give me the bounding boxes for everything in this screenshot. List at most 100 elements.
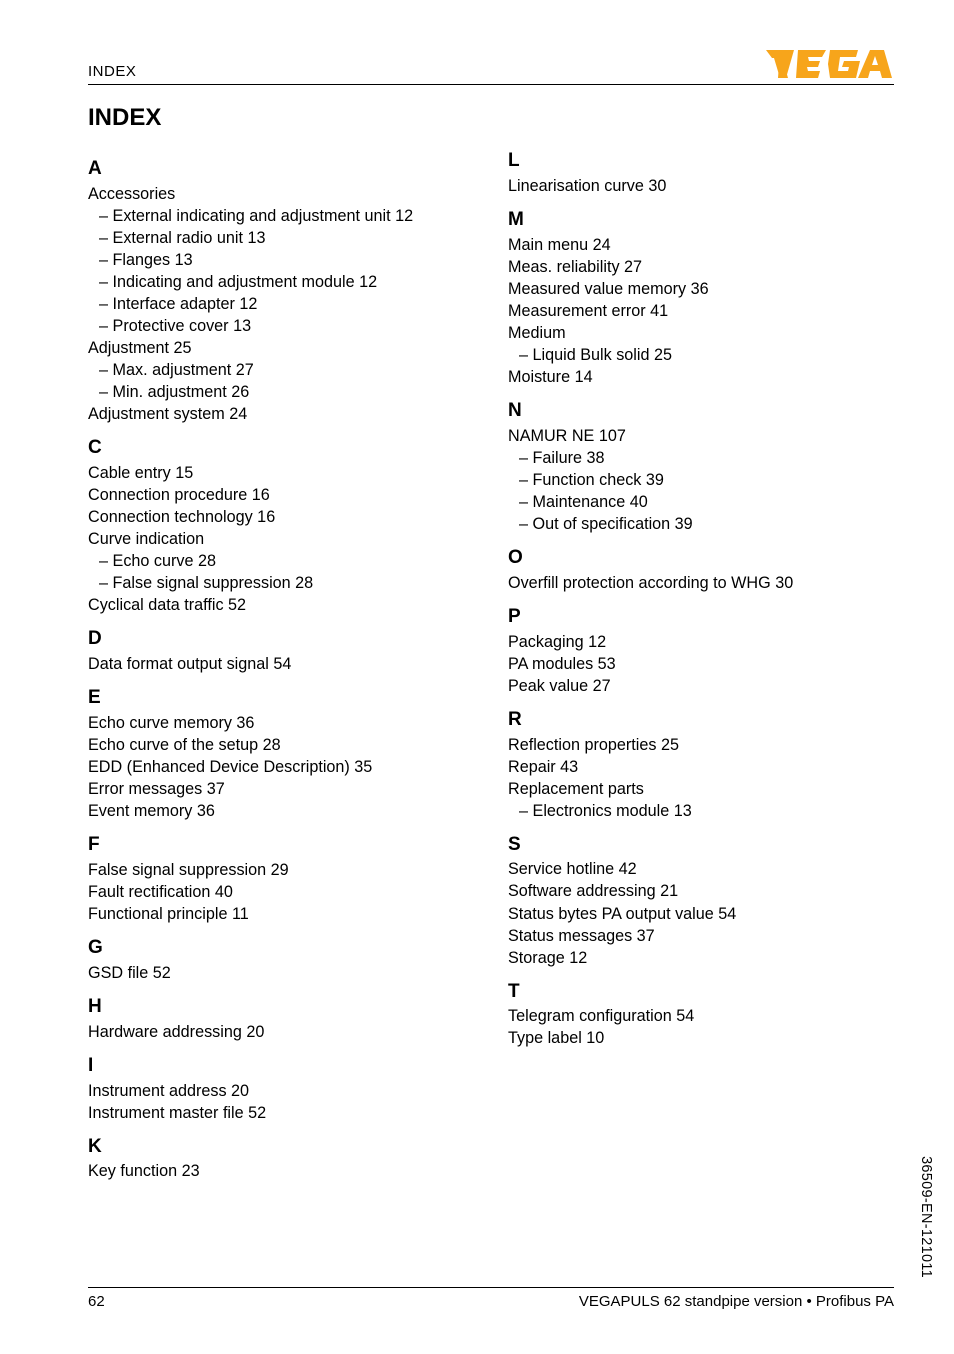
index-entry: Main menu 24 [508,234,894,256]
index-subentry: Interface adapter 12 [88,293,474,315]
index-entry: Event memory 36 [88,800,474,822]
index-entry: Service hotline 42 [508,858,894,880]
index-entry: Connection procedure 16 [88,484,474,506]
index-columns: AAccessoriesExternal indicating and adju… [88,148,894,1234]
index-subentry: External radio unit 13 [88,227,474,249]
index-entry: Status messages 37 [508,925,894,947]
index-section: GGSD file 52 [88,935,474,984]
index-entry: NAMUR NE 107 [508,425,894,447]
index-section: NNAMUR NE 107Failure 38Function check 39… [508,398,894,535]
index-subentry: Electronics module 13 [508,800,894,822]
index-entry: Adjustment 25 [88,337,474,359]
index-letter: T [508,979,894,1005]
index-entry: Moisture 14 [508,366,894,388]
index-letter: H [88,994,474,1020]
index-entry: Replacement parts [508,778,894,800]
index-entry: Connection technology 16 [88,506,474,528]
index-subentry: Out of specification 39 [508,513,894,535]
index-letter: O [508,545,894,571]
index-letter: C [88,435,474,461]
index-entry: PA modules 53 [508,653,894,675]
index-subentry: Liquid Bulk solid 25 [508,344,894,366]
index-letter: K [88,1134,474,1160]
index-letter: M [508,207,894,233]
index-entry: Data format output signal 54 [88,653,474,675]
side-code: 36509-EN-121011 [918,1156,934,1278]
index-entry: GSD file 52 [88,962,474,984]
index-letter: I [88,1053,474,1079]
index-entry: Repair 43 [508,756,894,778]
footer-doc: VEGAPULS 62 standpipe version • Profibus… [579,1293,894,1310]
index-subentry: Max. adjustment 27 [88,359,474,381]
index-entry: Instrument address 20 [88,1080,474,1102]
index-entry: EDD (Enhanced Device Description) 35 [88,756,474,778]
index-entry: Error messages 37 [88,778,474,800]
index-subentry: Flanges 13 [88,249,474,271]
index-entry: Fault rectification 40 [88,881,474,903]
index-letter: A [88,156,474,182]
index-section: MMain menu 24Meas. reliability 27Measure… [508,207,894,388]
index-entry: Instrument master file 52 [88,1102,474,1124]
index-section: IInstrument address 20Instrument master … [88,1053,474,1124]
index-entry: Type label 10 [508,1027,894,1049]
index-entry: Measurement error 41 [508,300,894,322]
index-subentry: Indicating and adjustment module 12 [88,271,474,293]
index-letter: S [508,832,894,858]
index-section: OOverfill protection according to WHG 30 [508,545,894,594]
index-entry: Packaging 12 [508,631,894,653]
index-section: LLinearisation curve 30 [508,148,894,197]
index-letter: D [88,626,474,652]
index-entry: Adjustment system 24 [88,403,474,425]
index-entry: Telegram configuration 54 [508,1005,894,1027]
index-entry: False signal suppression 29 [88,859,474,881]
index-entry: Linearisation curve 30 [508,175,894,197]
index-letter: E [88,685,474,711]
index-entry: Measured value memory 36 [508,278,894,300]
index-section: TTelegram configuration 54Type label 10 [508,979,894,1050]
index-subentry: Failure 38 [508,447,894,469]
index-entry: Functional principle 11 [88,903,474,925]
index-section: PPackaging 12PA modules 53Peak value 27 [508,604,894,697]
index-entry: Reflection properties 25 [508,734,894,756]
index-letter: R [508,707,894,733]
page-title: INDEX [88,104,161,132]
index-section: KKey function 23 [88,1134,474,1183]
index-entry: Software addressing 21 [508,880,894,902]
index-section: FFalse signal suppression 29Fault rectif… [88,832,474,925]
index-subentry: False signal suppression 28 [88,572,474,594]
footer-page: 62 [88,1293,105,1310]
index-entry: Meas. reliability 27 [508,256,894,278]
header-section: INDEX [88,63,136,80]
index-letter: N [508,398,894,424]
index-subentry: Maintenance 40 [508,491,894,513]
index-entry: Status bytes PA output value 54 [508,903,894,925]
index-subentry: External indicating and adjustment unit … [88,205,474,227]
index-entry: Curve indication [88,528,474,550]
index-section: HHardware addressing 20 [88,994,474,1043]
index-section: DData format output signal 54 [88,626,474,675]
index-subentry: Function check 39 [508,469,894,491]
index-subentry: Min. adjustment 26 [88,381,474,403]
index-entry: Cable entry 15 [88,462,474,484]
index-letter: P [508,604,894,630]
index-entry: Echo curve memory 36 [88,712,474,734]
index-entry: Overfill protection according to WHG 30 [508,572,894,594]
vega-logo [764,48,894,80]
index-section: EEcho curve memory 36Echo curve of the s… [88,685,474,822]
index-entry: Medium [508,322,894,344]
index-letter: L [508,148,894,174]
index-letter: G [88,935,474,961]
index-letter: F [88,832,474,858]
index-section: RReflection properties 25Repair 43Replac… [508,707,894,822]
index-entry: Accessories [88,183,474,205]
index-subentry: Echo curve 28 [88,550,474,572]
index-section: CCable entry 15Connection procedure 16Co… [88,435,474,616]
index-entry: Cyclical data traffic 52 [88,594,474,616]
index-entry: Storage 12 [508,947,894,969]
index-entry: Key function 23 [88,1160,474,1182]
index-entry: Peak value 27 [508,675,894,697]
index-subentry: Protective cover 13 [88,315,474,337]
index-section: AAccessoriesExternal indicating and adju… [88,156,474,425]
index-section: SService hotline 42Software addressing 2… [508,832,894,969]
index-entry: Hardware addressing 20 [88,1021,474,1043]
